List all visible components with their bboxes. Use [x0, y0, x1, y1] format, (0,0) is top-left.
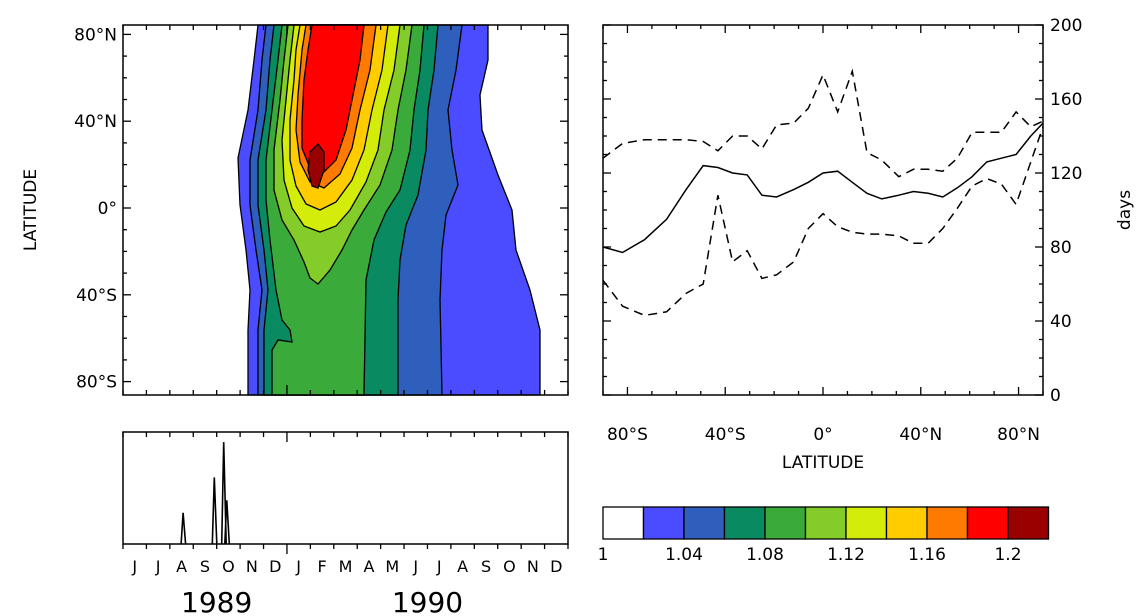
line-xtick-label: 40°S	[705, 425, 746, 445]
contour-ytick-label: 80°S	[76, 373, 117, 393]
line-ytick-label: 40	[1050, 312, 1072, 332]
month-label: F	[317, 557, 326, 576]
colorbar-box	[966, 506, 1009, 540]
month-label: N	[527, 557, 539, 576]
line-series	[602, 68, 1044, 317]
line-ytick-label: 80	[1050, 238, 1072, 258]
colorbar-box	[885, 506, 928, 540]
month-label: O	[503, 557, 516, 576]
month-label: N	[246, 557, 258, 576]
colorbar-box	[764, 506, 807, 540]
colorbar: 1 1.04 1.08 1.12 1.16 1.2	[598, 506, 1050, 565]
line-xtick-label: 80°S	[607, 425, 648, 445]
month-label: M	[385, 557, 399, 576]
contour-band-1.20	[307, 143, 325, 189]
colorbar-box	[683, 506, 726, 540]
month-label: A	[363, 557, 374, 576]
line-xlabel: LATITUDE	[782, 453, 864, 473]
colorbar-boxes	[602, 506, 1050, 540]
contour-ytick-label: 40°S	[76, 286, 117, 306]
month-label: J	[412, 557, 418, 576]
contour-ytick-labels: 80°N 40°N 0° 40°S 80°S	[74, 25, 117, 392]
line-frame	[602, 24, 1044, 396]
colorbar-box	[926, 506, 969, 540]
month-label: D	[550, 557, 562, 576]
line-series-dashed	[602, 126, 1044, 317]
spike-ticks	[122, 432, 569, 554]
colorbar-box	[1007, 506, 1050, 540]
line-xtick-label: 0°	[813, 425, 832, 445]
colorbar-label: 1.12	[827, 545, 865, 565]
spike-mark	[211, 477, 218, 545]
month-label: S	[200, 557, 210, 576]
contour-fill	[237, 24, 541, 396]
month-label: J	[131, 557, 137, 576]
colorbar-box	[723, 506, 766, 540]
month-label: J	[436, 557, 442, 576]
colorbar-labels: 1 1.04 1.08 1.12 1.16 1.2	[598, 545, 1022, 565]
colorbar-box	[602, 506, 645, 540]
colorbar-box	[845, 506, 888, 540]
line-ytick-label: 160	[1050, 90, 1082, 110]
colorbar-label: 1.08	[746, 545, 784, 565]
colorbar-box	[804, 506, 847, 540]
line-ylabel: days	[1115, 190, 1135, 230]
line-series-dashed	[602, 68, 1044, 178]
month-label: A	[457, 557, 468, 576]
colorbar-label: 1.2	[994, 545, 1021, 565]
contour-ylabel: LATITUDE	[21, 169, 41, 251]
year-labels: 1989 1990	[181, 586, 463, 616]
colorbar-label: 1.04	[665, 545, 703, 565]
colorbar-label: 1.16	[908, 545, 946, 565]
spike-frame	[122, 431, 569, 545]
contour-ytick-label: 0°	[98, 199, 117, 219]
contour-frame	[122, 24, 569, 396]
month-label: D	[269, 557, 281, 576]
contour-panel: LATITUDE 80°N 40°N 0° 40°S 80°S	[21, 24, 569, 396]
month-label: M	[339, 557, 353, 576]
line-ytick-labels: 0 40 80 120 160 200	[1050, 16, 1082, 406]
contour-ytick-label: 40°N	[74, 112, 117, 132]
colorbar-label: 1	[598, 545, 609, 565]
month-label: O	[222, 557, 235, 576]
line-xtick-label: 40°N	[899, 425, 942, 445]
spike-mark	[220, 442, 227, 545]
month-label: S	[481, 557, 491, 576]
line-panel: 80°S 40°S 0° 40°N 80°N 0 40 80 120 160 200 LATITU…	[602, 16, 1135, 473]
colorbar-box	[642, 506, 685, 540]
line-series-solid	[602, 122, 1044, 254]
month-label: J	[295, 557, 301, 576]
contour-ticks	[122, 25, 569, 395]
month-label: A	[176, 557, 187, 576]
month-label: J	[155, 557, 161, 576]
line-xtick-label: 80°N	[997, 425, 1040, 445]
line-ticks	[602, 24, 1044, 396]
spike-mark	[180, 512, 187, 545]
spike-mark	[224, 500, 231, 545]
line-ytick-label: 200	[1050, 16, 1082, 36]
line-ytick-label: 120	[1050, 164, 1082, 184]
line-xtick-labels: 80°S 40°S 0° 40°N 80°N	[607, 425, 1040, 445]
contour-ytick-label: 80°N	[74, 25, 117, 45]
year-label: 1989	[181, 586, 252, 616]
year-label: 1990	[392, 586, 463, 616]
spike-marks	[180, 442, 231, 545]
line-ytick-label: 0	[1050, 386, 1061, 406]
